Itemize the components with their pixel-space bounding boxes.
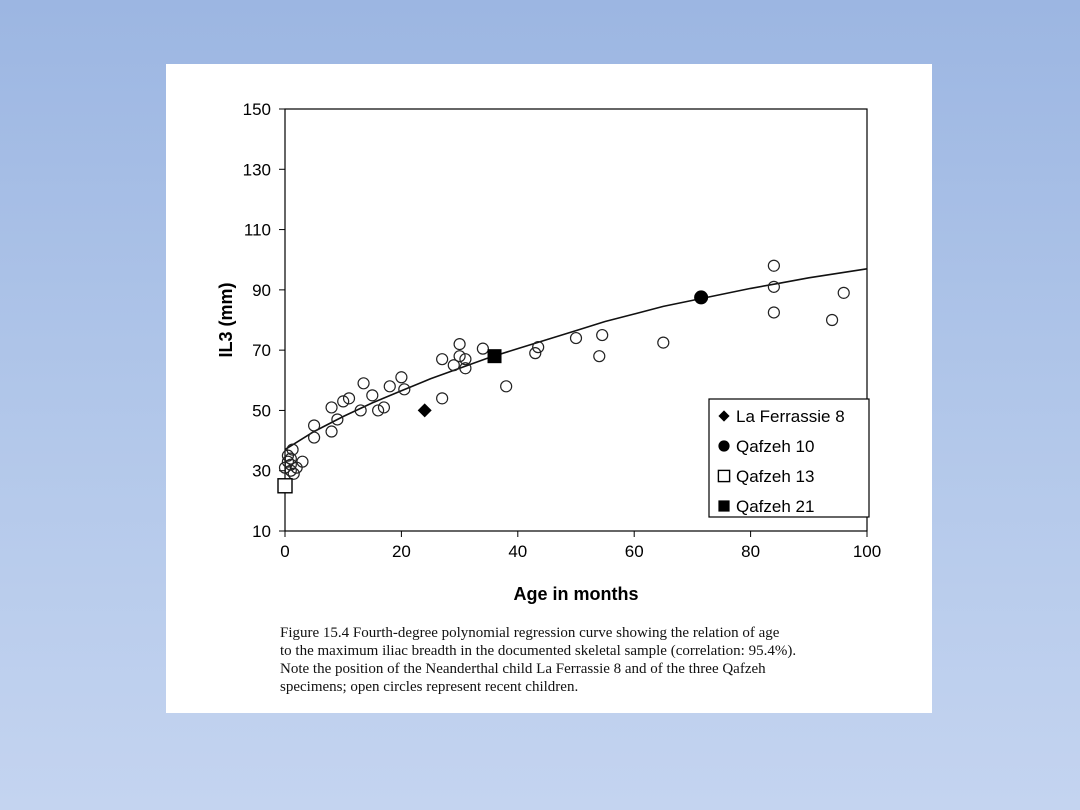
point-recent-children <box>366 389 379 402</box>
point-recent-children <box>284 458 297 471</box>
x-tick-label: 0 <box>280 542 289 561</box>
plot-frame <box>284 108 868 532</box>
point-recent-children <box>447 359 460 372</box>
caption-line: Figure 15.4 Fourth-degree polynomial reg… <box>280 625 780 641</box>
regression-curve <box>284 268 868 451</box>
legend-label: Qafzeh 13 <box>736 467 814 486</box>
point-recent-children <box>354 404 367 417</box>
point-recent-children <box>767 306 780 319</box>
point-recent-children <box>308 419 321 432</box>
x-axis-label: Age in months <box>514 584 639 604</box>
point-recent-children <box>436 353 449 366</box>
point-recent-children <box>459 353 472 366</box>
point-recent-children <box>284 464 297 477</box>
point-recent-children <box>453 350 466 363</box>
caption-line: specimens; open circles represent recent… <box>280 679 579 695</box>
point-recent-children <box>395 371 408 384</box>
point-la-ferrassie-8 <box>417 403 432 418</box>
point-recent-children <box>278 461 292 474</box>
point-recent-children <box>529 347 542 360</box>
point-recent-children <box>281 455 295 468</box>
y-tick-label: 110 <box>244 221 271 240</box>
point-recent-children <box>593 350 606 363</box>
point-recent-children <box>372 404 385 417</box>
point-recent-children <box>453 338 466 351</box>
caption-line: Note the position of the Neanderthal chi… <box>280 661 766 677</box>
point-recent-children <box>287 467 300 480</box>
y-tick-label: 150 <box>243 100 271 119</box>
point-recent-children <box>532 341 545 354</box>
x-tick-label: 40 <box>508 542 527 561</box>
point-recent-children <box>377 401 391 414</box>
point-recent-children <box>837 286 850 299</box>
legend-marker <box>718 500 730 512</box>
point-recent-children <box>308 431 321 444</box>
point-recent-children <box>500 380 513 393</box>
legend-label: La Ferrassie 8 <box>736 407 845 426</box>
point-recent-children <box>657 336 670 349</box>
point-recent-children <box>342 392 356 405</box>
point-recent-children <box>398 383 411 396</box>
y-tick-label: 90 <box>252 281 271 300</box>
point-recent-children <box>767 259 780 272</box>
point-recent-children <box>325 425 338 438</box>
legend-label: Qafzeh 21 <box>736 497 814 516</box>
caption-line: to the maximum iliac breadth in the docu… <box>280 643 797 659</box>
point-recent-children <box>337 395 350 408</box>
y-tick-label: 70 <box>252 341 271 360</box>
point-recent-children <box>459 362 472 375</box>
point-recent-children <box>357 377 370 390</box>
legend-marker <box>718 440 730 452</box>
y-tick-label: 30 <box>252 462 271 481</box>
point-qafzeh-10 <box>694 290 709 305</box>
point-recent-children <box>331 413 344 426</box>
y-axis-label: IL3 (mm) <box>216 282 236 357</box>
legend-marker <box>717 469 731 483</box>
y-tick-label: 50 <box>252 401 271 420</box>
x-tick-label: 80 <box>741 542 760 561</box>
figure-panel: 0 20 40 60 80 100 10 30 50 70 90 110 130 150 Age in mo… <box>166 64 932 713</box>
x-tick-label: 60 <box>625 542 644 561</box>
point-qafzeh-13 <box>277 478 293 494</box>
point-recent-children <box>325 401 338 414</box>
point-qafzeh-21 <box>487 349 502 364</box>
point-recent-children <box>383 380 396 393</box>
y-tick-label: 10 <box>252 522 271 541</box>
figure-caption: Figure 15.4 Fourth-degree polynomial reg… <box>280 624 900 696</box>
point-recent-children <box>767 280 780 293</box>
legend-label: Qafzeh 10 <box>736 437 814 456</box>
x-tick-label: 20 <box>392 542 411 561</box>
point-recent-children <box>569 331 583 345</box>
point-recent-children <box>596 328 609 342</box>
legend-box <box>708 398 870 518</box>
y-tick-label: 130 <box>243 160 271 179</box>
scatter-chart: 0 20 40 60 80 100 10 30 50 70 90 110 130 150 Age in mo… <box>216 100 881 604</box>
point-recent-children <box>284 452 297 465</box>
point-recent-children <box>296 455 309 468</box>
point-recent-children <box>286 443 299 456</box>
point-recent-children <box>476 342 489 355</box>
point-recent-children <box>436 392 449 405</box>
point-recent-children <box>825 313 839 327</box>
x-tick-label: 100 <box>853 542 881 561</box>
legend-marker <box>718 410 730 422</box>
